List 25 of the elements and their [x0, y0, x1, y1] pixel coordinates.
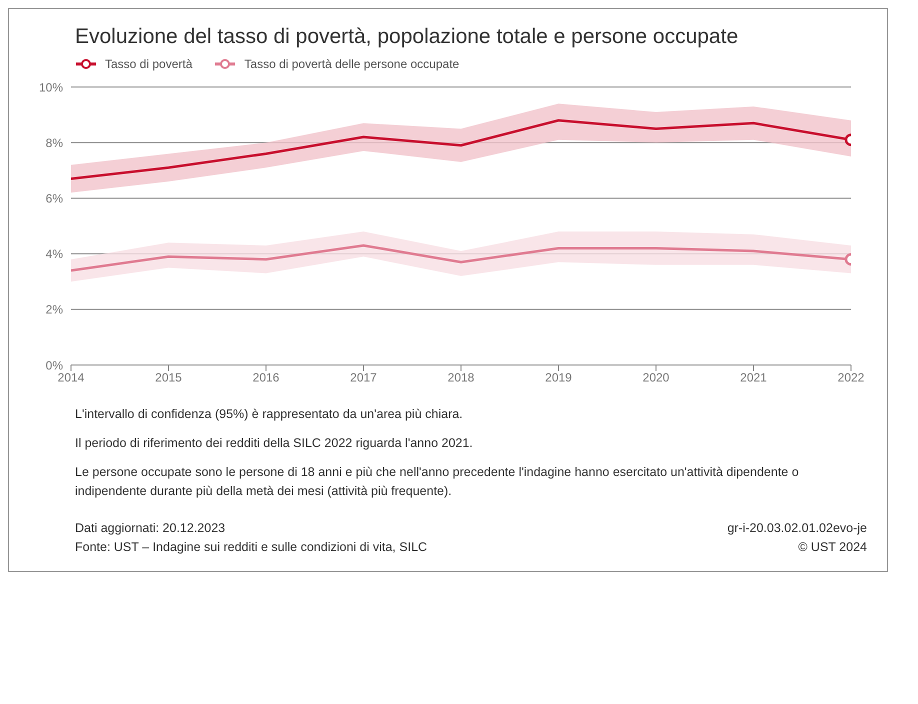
y-tick-label: 6%: [46, 191, 64, 206]
text: L'intervallo di confidenza (95%) è rappresentato da un'area più chiara.: [75, 406, 464, 423]
chart-title: Evoluzione del tasso di povertà, popolazione totale e persone occupate: [74, 24, 740, 50]
text: Le persone occupate sono le persone di 18 anni e più che nell'anno precedente l'indagine hanno esercitato un'attività dipendente o indipendente durante più della metà dei mesi (attività più frequente).: [75, 464, 800, 500]
y-tick-label: 2%: [46, 302, 64, 317]
legend-label: Tasso di povertà delle persone occupate: [244, 57, 460, 71]
y-tick-label: 8%: [46, 136, 64, 150]
y-tick-label: 4%: [46, 247, 64, 262]
x-tick-label: 2021: [740, 370, 768, 385]
x-tick-label: 2019: [545, 370, 572, 385]
x-tick-label: 2020: [642, 370, 670, 385]
text: gr-i-20.03.02.01.02evo-je: [727, 520, 867, 537]
legend-label: Tasso di povertà: [105, 57, 192, 71]
text: © UST 2024: [797, 539, 867, 556]
x-tick-label: 2018: [448, 370, 475, 385]
text: Il periodo di riferimento dei redditi della SILC 2022 riguarda l'anno 2021.: [75, 435, 474, 452]
x-tick-label: 2022: [838, 370, 865, 385]
text: Dati aggiornati: 20.12.2023: [75, 520, 226, 537]
source-note: Fonte: UST – Indagine sui redditi e sulle condizioni di vita, SILC: [75, 539, 428, 556]
x-tick-label: 2015: [155, 370, 182, 385]
y-tick-label: 0%: [46, 358, 64, 372]
x-tick-label: 2016: [252, 370, 280, 385]
y-tick-label: 10%: [38, 80, 64, 94]
x-tick-label: 2017: [350, 370, 378, 385]
x-tick-label: 2014: [58, 370, 85, 385]
